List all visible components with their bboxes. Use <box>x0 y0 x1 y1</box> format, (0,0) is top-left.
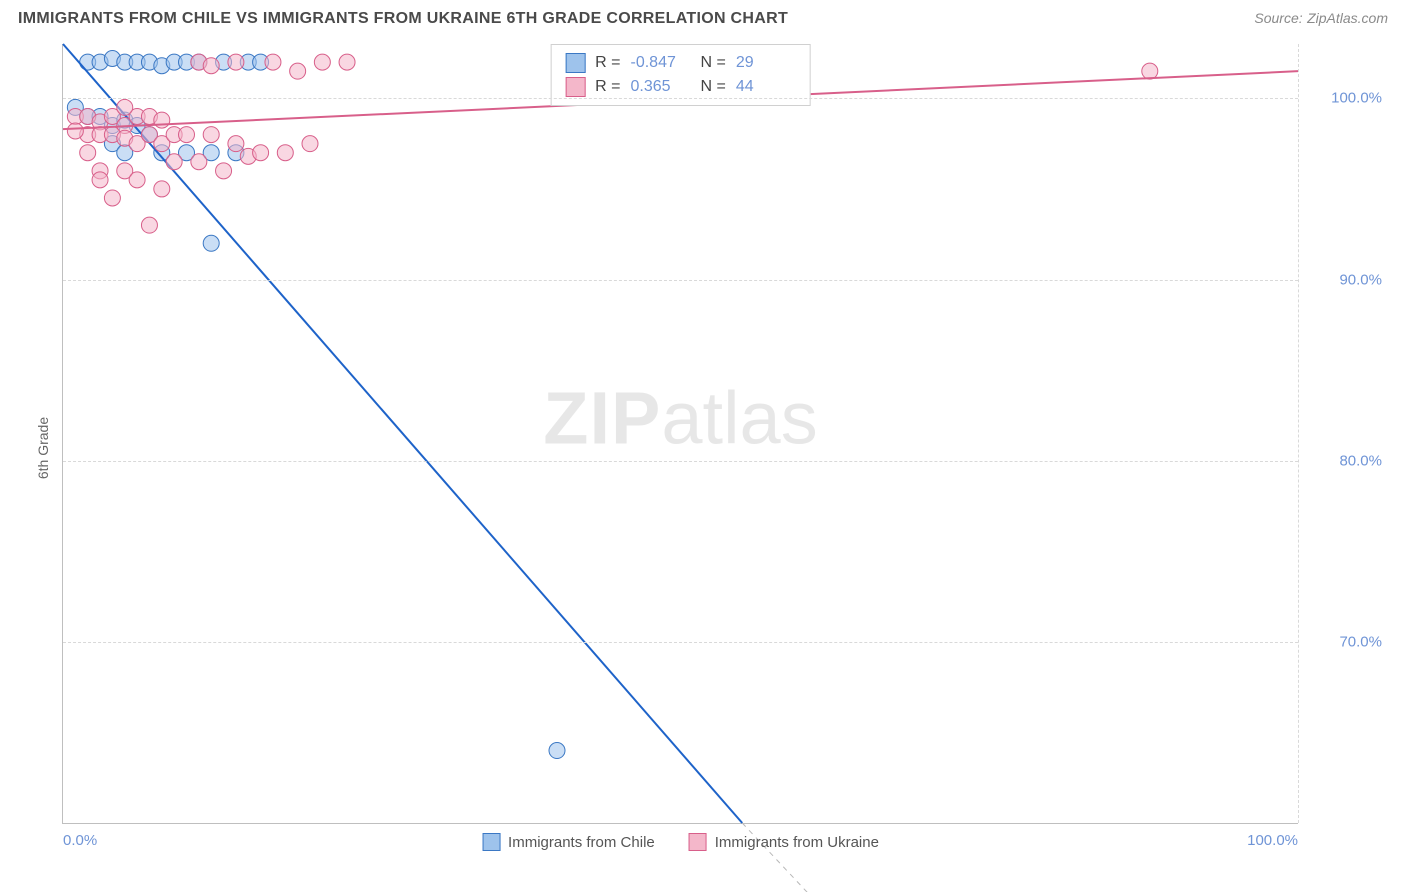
legend-r-value: -0.847 <box>631 54 691 72</box>
data-point <box>302 136 318 152</box>
data-point <box>117 99 133 115</box>
chart-container: 6th Grade ZIPatlas R =-0.847N =29R =0.36… <box>50 44 1388 852</box>
data-point <box>339 54 355 70</box>
data-point <box>203 235 219 251</box>
data-point <box>154 181 170 197</box>
data-point <box>314 54 330 70</box>
data-point <box>129 172 145 188</box>
legend-swatch <box>689 833 707 851</box>
legend-swatch <box>565 77 585 97</box>
y-tick-label: 100.0% <box>1306 90 1382 107</box>
legend-swatch <box>565 53 585 73</box>
legend-row: R = -0.847 N = 29 <box>565 51 796 75</box>
gridline-v <box>1298 44 1299 823</box>
data-point <box>67 123 83 139</box>
source-name: ZipAtlas.com <box>1307 10 1388 26</box>
y-tick-label: 90.0% <box>1306 271 1382 288</box>
data-point <box>179 127 195 143</box>
series-name: Immigrants from Chile <box>508 834 655 851</box>
data-point <box>1142 63 1158 79</box>
data-point <box>166 154 182 170</box>
data-point <box>265 54 281 70</box>
gridline-h <box>63 280 1298 281</box>
data-point <box>549 743 565 759</box>
data-point <box>216 163 232 179</box>
chart-title: IMMIGRANTS FROM CHILE VS IMMIGRANTS FROM… <box>18 10 788 28</box>
data-point <box>228 54 244 70</box>
x-tick-label: 100.0% <box>1247 832 1298 849</box>
y-tick-label: 70.0% <box>1306 633 1382 650</box>
data-point <box>191 154 207 170</box>
data-point <box>203 58 219 74</box>
legend-r-value: 0.365 <box>631 78 691 96</box>
correlation-legend: R = -0.847 N = 29 R = 0.365 N = 44 <box>550 44 811 106</box>
legend-n-value: 29 <box>736 54 796 72</box>
legend-n-value: 44 <box>736 78 796 96</box>
gridline-h <box>63 642 1298 643</box>
trend-line <box>63 44 742 823</box>
data-point <box>80 145 96 161</box>
data-point <box>228 136 244 152</box>
plot-area: ZIPatlas R =-0.847N =29R =0.365N =44 Imm… <box>62 44 1298 824</box>
series-legend-item: Immigrants from Ukraine <box>689 833 879 851</box>
y-tick-label: 80.0% <box>1306 452 1382 469</box>
data-point <box>277 145 293 161</box>
legend-r-label: R = <box>595 78 620 96</box>
legend-row: R = 0.365 N = 44 <box>565 75 796 99</box>
source-label: Source: <box>1254 10 1302 26</box>
legend-swatch <box>482 833 500 851</box>
series-name: Immigrants from Ukraine <box>715 834 879 851</box>
series-legend-item: Immigrants from Chile <box>482 833 655 851</box>
y-axis-label: 6th Grade <box>35 417 51 479</box>
legend-n-label: N = <box>701 78 726 96</box>
legend-r-label: R = <box>595 54 620 72</box>
scatter-plot-svg <box>63 44 1298 823</box>
data-point <box>253 145 269 161</box>
data-point <box>104 190 120 206</box>
gridline-h <box>63 98 1298 99</box>
source-attribution: Source: ZipAtlas.com <box>1254 10 1388 28</box>
series-legend: Immigrants from Chile Immigrants from Ukr… <box>482 833 879 851</box>
data-point <box>290 63 306 79</box>
x-tick-label: 0.0% <box>63 832 97 849</box>
legend-n-label: N = <box>701 54 726 72</box>
data-point <box>141 217 157 233</box>
data-point <box>92 172 108 188</box>
data-point <box>203 127 219 143</box>
gridline-h <box>63 461 1298 462</box>
